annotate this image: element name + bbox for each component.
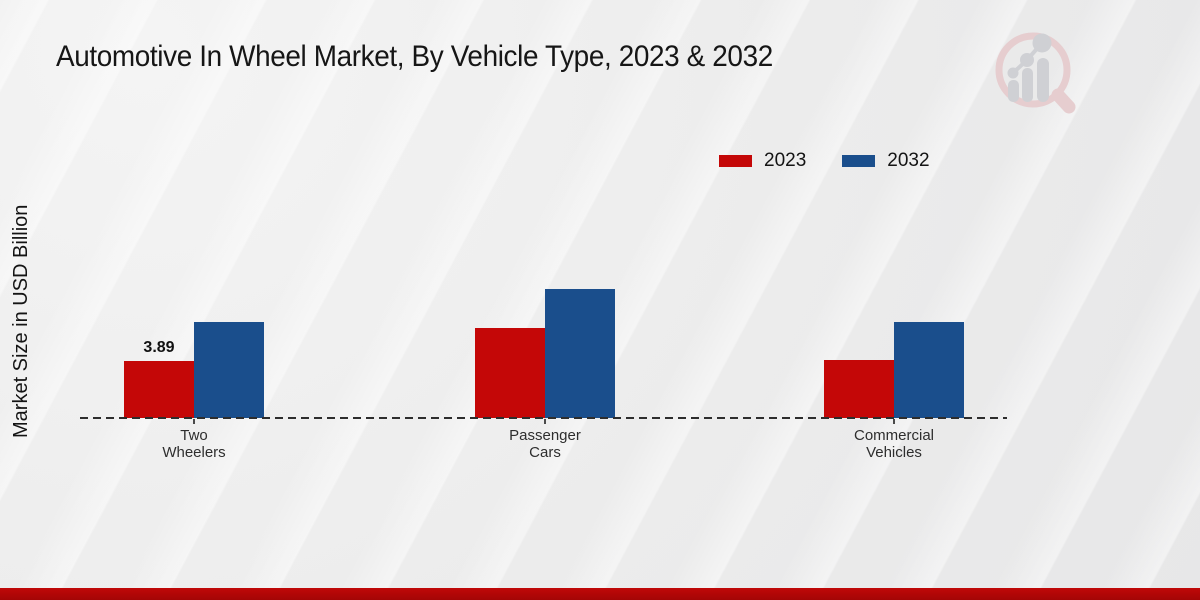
bar-2032-passenger-cars [545, 289, 615, 418]
x-axis-tick [893, 419, 895, 424]
chart-title: Automotive In Wheel Market, By Vehicle T… [56, 40, 773, 73]
chart-legend: 2023 2032 [719, 150, 930, 172]
bar-2023-passenger-cars [475, 328, 545, 418]
x-axis-tick [544, 419, 546, 424]
legend-item-2032: 2032 [842, 150, 930, 172]
x-axis-baseline [80, 417, 1007, 419]
bar-2032-commercial-vehicles [894, 322, 964, 418]
category-label-commercial-vehicles: Commercial Vehicles [853, 427, 934, 461]
x-axis-tick [193, 419, 195, 424]
bar-value-label: 3.89 [143, 339, 175, 356]
legend-label-2032: 2032 [887, 150, 930, 171]
legend-swatch-2023 [719, 155, 752, 167]
category-label-two-wheelers: Two Wheelers [162, 427, 226, 461]
legend-label-2023: 2023 [764, 150, 807, 171]
category-label-passenger-cars: Passenger Cars [509, 427, 581, 461]
magnifier-bar-chart-watermark-icon [995, 32, 1076, 114]
bar-2023-two-wheelers [124, 361, 194, 418]
bar-2023-commercial-vehicles [824, 360, 894, 418]
legend-swatch-2032 [842, 155, 876, 167]
legend-item-2023: 2023 [719, 150, 806, 172]
bar-2032-two-wheelers [194, 322, 264, 418]
footer-accent-band [0, 588, 1200, 600]
